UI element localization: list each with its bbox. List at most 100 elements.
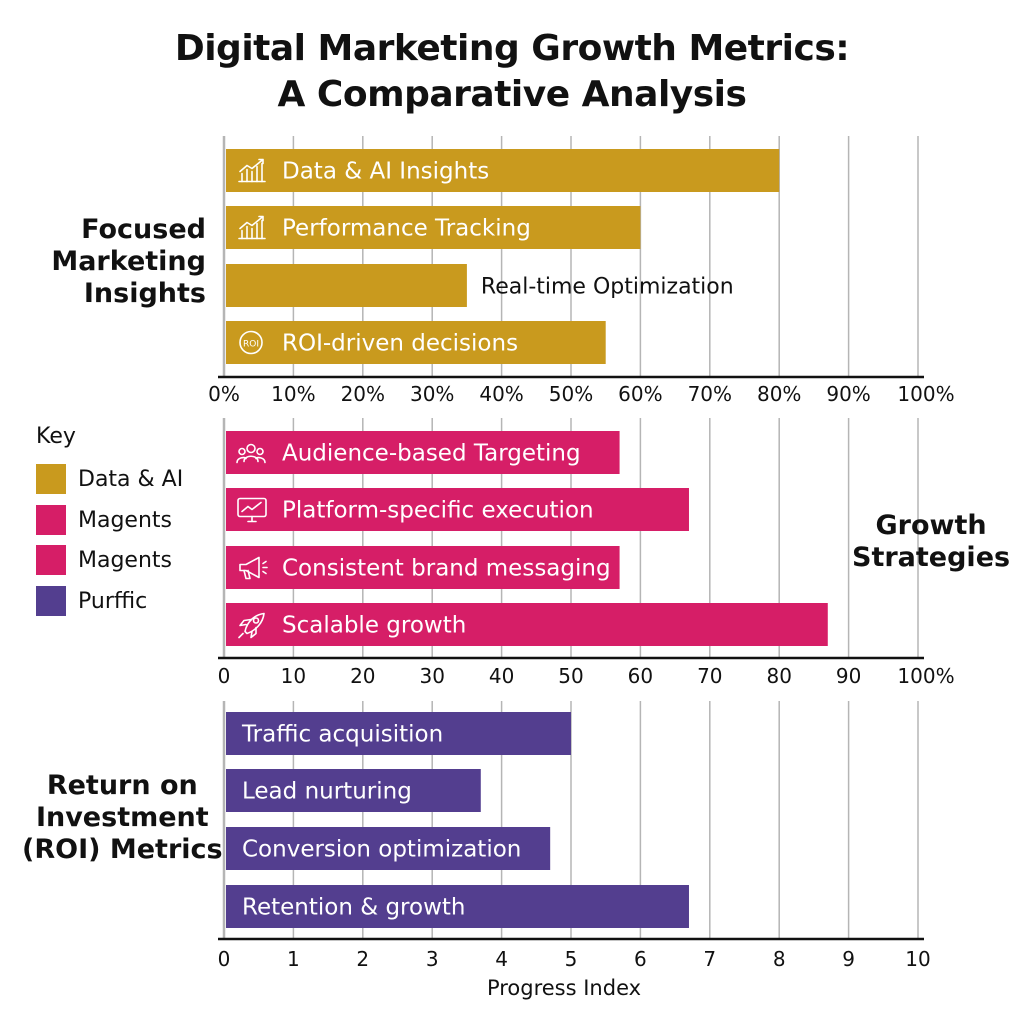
tick-label: 50% — [549, 382, 593, 406]
monitor-chart-icon-stroke — [247, 515, 257, 523]
tick-label: 30 — [419, 664, 444, 688]
tick-label: 7 — [703, 947, 716, 971]
megaphone-icon-stroke — [262, 560, 268, 575]
bar-label: Conversion optimization — [242, 837, 521, 863]
tick-label: 70 — [697, 664, 722, 688]
legend-swatch — [36, 505, 66, 535]
panel-3-group-label-line: Investment — [35, 802, 209, 833]
bar — [226, 264, 467, 307]
tick-label: 40% — [479, 382, 523, 406]
chart-growth-icon-stroke — [239, 215, 264, 230]
tick-label: 3 — [426, 947, 439, 971]
tick-label: 0 — [218, 664, 231, 688]
bar — [226, 712, 571, 755]
panel-2: Audience-based Targeting Platform-specifi… — [218, 418, 955, 688]
tick-label: 40 — [489, 664, 514, 688]
legend-label: Magents — [78, 547, 172, 573]
legend-item: Magents — [36, 504, 172, 536]
chart-title-line-1: Digital Marketing Growth Metrics: — [174, 28, 850, 69]
monitor-chart-icon — [237, 497, 267, 523]
tick-label: 10% — [271, 382, 315, 406]
tick-label: 5 — [565, 947, 578, 971]
tick-label: 1 — [287, 947, 300, 971]
audience-icon-head — [256, 447, 264, 456]
tick-label: 80% — [757, 382, 801, 406]
legend-title: Key — [36, 424, 76, 449]
rocket-icon-stroke — [238, 632, 244, 639]
legend-swatch — [36, 464, 66, 494]
roi-cycle-icon: ROI — [239, 330, 263, 355]
bar-label: Platform-specific execution — [282, 498, 594, 524]
tick-label: 100% — [897, 664, 954, 688]
monitor-chart-icon-stroke — [241, 501, 262, 513]
chart-growth-icon-stroke — [239, 158, 264, 173]
legend-label: Purffic — [78, 588, 148, 614]
chart-growth-icon — [238, 158, 266, 183]
legend-label: Magents — [78, 507, 172, 533]
rocket-icon — [238, 612, 265, 639]
panel-1-group-label-line: Focused — [81, 214, 206, 245]
tick-label: 10 — [905, 947, 930, 971]
bar — [226, 827, 551, 870]
bar-label: Traffic acquisition — [241, 722, 443, 748]
tick-label: 4 — [495, 947, 508, 971]
tick-label: 20% — [341, 382, 385, 406]
tick-label: 60 — [628, 664, 653, 688]
bar-label: Lead nurturing — [242, 779, 412, 805]
audience-icon-stroke — [243, 455, 259, 463]
panel-1: Data & AI Insights Performance Tracking Re… — [208, 136, 955, 406]
bar — [226, 206, 641, 249]
bar — [226, 149, 780, 192]
tick-label: 9 — [842, 947, 855, 971]
bar-label: Audience-based Targeting — [282, 441, 581, 467]
tick-label: 50 — [558, 664, 583, 688]
tick-label: 60% — [618, 382, 662, 406]
bar — [226, 488, 689, 531]
tick-label: 0 — [218, 947, 231, 971]
panel-1-group-label-line: Insights — [83, 278, 206, 309]
bar — [226, 546, 620, 589]
tick-label: 0% — [208, 382, 240, 406]
audience-icon-head — [246, 443, 256, 454]
bar-label: Data & AI Insights — [282, 159, 489, 185]
tick-label: 20 — [350, 664, 375, 688]
tick-label: 90% — [826, 382, 870, 406]
panel-2-group-label: Growth Strategies — [852, 510, 1010, 574]
chart-growth-icon-stroke — [241, 219, 263, 240]
panel-3: Traffic acquisition Lead nurturing Convers… — [218, 701, 931, 971]
bar — [226, 431, 620, 474]
panel-3-group-label-line: Return on — [46, 770, 198, 801]
tick-label: 6 — [634, 947, 647, 971]
bar — [226, 321, 606, 364]
legend-swatch — [36, 545, 66, 575]
audience-icon-stroke — [236, 456, 266, 464]
tick-label: 2 — [356, 947, 369, 971]
tick-label: 70% — [688, 382, 732, 406]
tick-label: 10 — [281, 664, 306, 688]
chart-growth-icon — [238, 215, 266, 240]
panel-2-group-label-line: Strategies — [852, 542, 1011, 573]
megaphone-icon — [239, 556, 268, 580]
legend-item: Data & AI — [36, 463, 183, 495]
tick-label: 30% — [410, 382, 454, 406]
panel-3-group-label-line: (ROI) Metrics — [22, 834, 223, 865]
panel-1-group-label-line: Marketing — [51, 246, 206, 277]
bar-label: Scalable growth — [282, 613, 466, 639]
roi-cycle-icon-text: ROI — [243, 340, 259, 350]
legend-label: Data & AI — [78, 466, 184, 492]
rocket-icon-stroke — [239, 618, 252, 627]
bar — [226, 769, 481, 812]
panel-1-group-label: Focused Marketing Insights — [51, 214, 206, 310]
megaphone-icon-stroke — [243, 569, 251, 580]
bar-label: ROI-driven decisions — [282, 331, 518, 357]
panel-3-group-label: Return on Investment (ROI) Metrics — [22, 770, 223, 866]
chart-title-line-2: A Comparative Analysis — [277, 74, 747, 115]
bar-label: Retention & growth — [242, 895, 466, 921]
tick-label: 90 — [836, 664, 861, 688]
bar-label: Real-time Optimization — [481, 275, 734, 300]
audience-icon — [236, 443, 266, 464]
legend-item: Purffic — [36, 585, 147, 617]
tick-label: 8 — [773, 947, 786, 971]
